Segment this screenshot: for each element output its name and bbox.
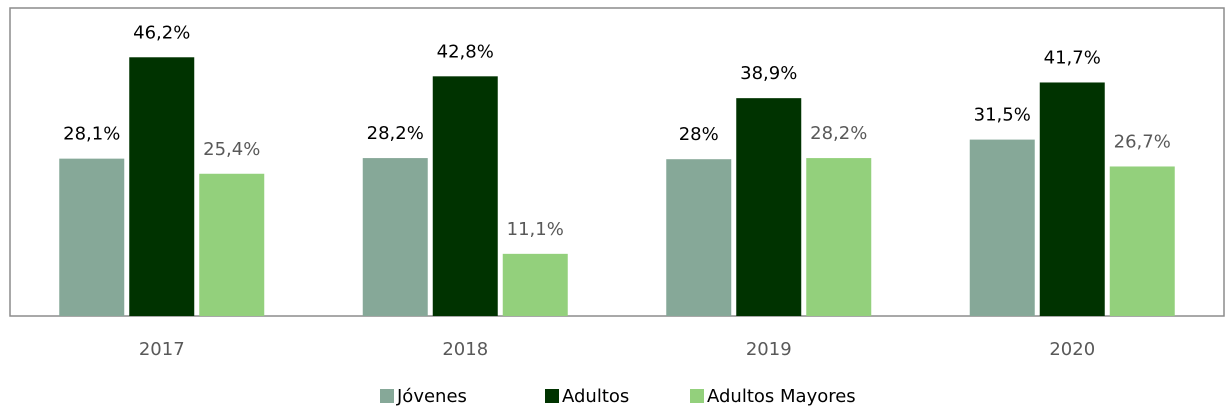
value-label: 11,1% <box>507 219 564 240</box>
bar <box>362 158 428 316</box>
bar <box>502 253 568 316</box>
value-label: 46,2% <box>133 22 190 43</box>
bar <box>432 76 498 316</box>
value-label: 42,8% <box>437 41 494 62</box>
value-label: 28% <box>679 124 719 145</box>
value-label: 25,4% <box>203 139 260 160</box>
bar <box>129 57 195 316</box>
value-label: 38,9% <box>740 63 797 84</box>
plot-frame <box>9 7 1225 317</box>
bar <box>806 158 872 316</box>
legend-swatch <box>545 389 559 403</box>
legend-swatch <box>380 389 394 403</box>
value-label: 28,2% <box>367 123 424 144</box>
bar <box>59 158 125 316</box>
x-tick-label: 2018 <box>442 339 488 360</box>
bar <box>969 139 1035 316</box>
legend-label: Jóvenes <box>396 386 467 407</box>
legend-label: Adultos Mayores <box>707 386 856 407</box>
x-tick-label: 2019 <box>746 339 792 360</box>
bar <box>1039 82 1105 316</box>
legend-swatch <box>690 389 704 403</box>
bar <box>736 98 802 316</box>
x-tick-label: 2017 <box>139 339 185 360</box>
bar <box>199 173 265 316</box>
bar <box>666 159 732 316</box>
value-label: 31,5% <box>974 105 1031 126</box>
value-label: 28,1% <box>63 124 120 145</box>
bar <box>1109 166 1175 316</box>
x-tick-label: 2020 <box>1049 339 1095 360</box>
value-label: 41,7% <box>1044 47 1101 68</box>
value-label: 26,7% <box>1114 131 1171 152</box>
legend-label: Adultos <box>562 386 629 407</box>
value-label: 28,2% <box>810 123 867 144</box>
